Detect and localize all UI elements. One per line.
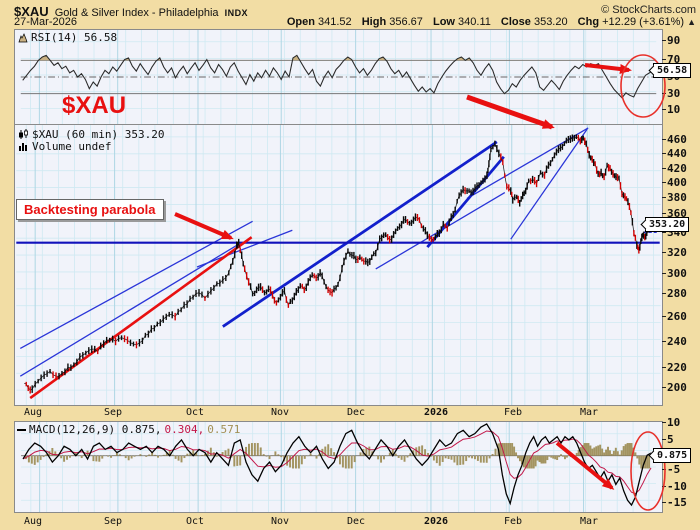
month-label-nov: Nov xyxy=(271,407,290,418)
macd-value-box: 0.875 xyxy=(648,448,692,463)
rsi-label: RSI(14) 56.58 xyxy=(31,31,118,44)
axis-tick: 260 xyxy=(662,310,687,323)
month-label-feb: Feb xyxy=(504,516,523,527)
axis-tick: 5 xyxy=(662,433,674,446)
close-value: 353.20 xyxy=(533,16,568,28)
price-value-box: 353.20 xyxy=(640,217,690,232)
close-label: Close xyxy=(500,16,531,28)
up-triangle-icon: ▲ xyxy=(687,17,696,27)
rsi-value: 56.58 xyxy=(657,65,688,76)
axis-tick: -5 xyxy=(661,463,681,476)
macd-signal-value: 0.304, xyxy=(164,423,205,436)
symbol: $XAU xyxy=(14,4,49,19)
month-label-feb: Feb xyxy=(504,407,523,418)
axis-tick: 400 xyxy=(662,176,687,189)
month-label-aug: Aug xyxy=(24,407,43,418)
price-legend: $XAU (60 min) 353.20 xyxy=(18,128,164,141)
month-label-oct: Oct xyxy=(186,516,205,527)
month-label-mar: Mar xyxy=(580,407,599,418)
axis-tick: 10 xyxy=(661,416,681,429)
axis-tick: 280 xyxy=(662,287,687,300)
price-value: 353.20 xyxy=(649,219,686,230)
volume-legend: Volume undef xyxy=(18,140,111,153)
quote-strip: Open 341.52 High 356.67 Low 340.11 Close… xyxy=(280,16,696,28)
month-label-dec: Dec xyxy=(347,407,366,418)
exchange: INDX xyxy=(224,8,249,18)
axis-tick: 200 xyxy=(662,381,687,394)
macd-label: MACD(12,26,9) 0.875, xyxy=(29,423,162,436)
axis-tick: 240 xyxy=(662,335,687,348)
high-label: High xyxy=(361,16,387,28)
chg-value: +12.29 (+3.61%) xyxy=(602,16,685,28)
volume-label: Volume undef xyxy=(32,140,112,153)
axis-tick: 30 xyxy=(661,87,681,100)
month-label-aug: Aug xyxy=(24,516,43,527)
axis-tick: 10 xyxy=(661,103,681,116)
volume-icon xyxy=(19,143,27,151)
open-value: 341.52 xyxy=(318,16,352,28)
price-plot xyxy=(16,125,661,405)
axis-tick: 90 xyxy=(661,34,681,47)
backtesting-parabola-callout: Backtesting parabola xyxy=(16,199,164,220)
month-label-sep: Sep xyxy=(104,516,123,527)
low-value: 340.11 xyxy=(458,16,491,28)
month-label-sep: Sep xyxy=(104,407,123,418)
high-value: 356.67 xyxy=(389,16,423,28)
axis-tick: 360 xyxy=(662,207,687,220)
copyright: © StockCharts.com xyxy=(601,4,696,16)
month-label-nov: Nov xyxy=(271,516,290,527)
macd-panel xyxy=(14,421,663,513)
chg-label: Chg xyxy=(577,16,600,28)
axis-tick: 300 xyxy=(662,267,687,280)
month-label-mar: Mar xyxy=(580,516,599,527)
chart-header: $XAU Gold & Silver Index - Philadelphia IN… xyxy=(14,3,248,21)
axis-tick: 220 xyxy=(662,361,687,374)
month-label-2026: 2026 xyxy=(424,516,449,527)
axis-tick: 460 xyxy=(662,133,687,146)
rsi-icon xyxy=(18,32,28,42)
macd-value: 0.875 xyxy=(657,450,688,461)
axis-tick: 320 xyxy=(662,246,687,259)
month-label-oct: Oct xyxy=(186,407,205,418)
price-panel xyxy=(14,124,663,406)
rsi-value-box: 56.58 xyxy=(648,63,692,78)
month-label-2026: 2026 xyxy=(424,407,449,418)
macd-line-icon xyxy=(17,428,26,431)
chart-date: 27-Mar-2026 xyxy=(14,16,77,28)
axis-tick: 420 xyxy=(662,162,687,175)
macd-hist-value: 0.571 xyxy=(207,423,241,436)
low-label: Low xyxy=(432,16,455,28)
axis-tick: 440 xyxy=(662,147,687,160)
price-label: $XAU (60 min) 353.20 xyxy=(32,128,165,141)
month-label-dec: Dec xyxy=(347,516,366,527)
candlestick-icon xyxy=(19,129,28,139)
axis-tick: -10 xyxy=(662,480,687,493)
rsi-legend: RSI(14) 56.58 xyxy=(18,31,117,44)
open-label: Open xyxy=(286,16,315,28)
macd-legend: MACD(12,26,9) 0.875, 0.304, 0.571 xyxy=(17,423,240,436)
rsi-panel xyxy=(14,29,663,125)
axis-tick: -15 xyxy=(662,496,687,509)
axis-tick: 380 xyxy=(662,191,687,204)
symbol-watermark: $XAU xyxy=(62,92,127,119)
macd-plot xyxy=(21,422,656,512)
symbol-name: Gold & Silver Index - Philadelphia xyxy=(54,7,219,19)
